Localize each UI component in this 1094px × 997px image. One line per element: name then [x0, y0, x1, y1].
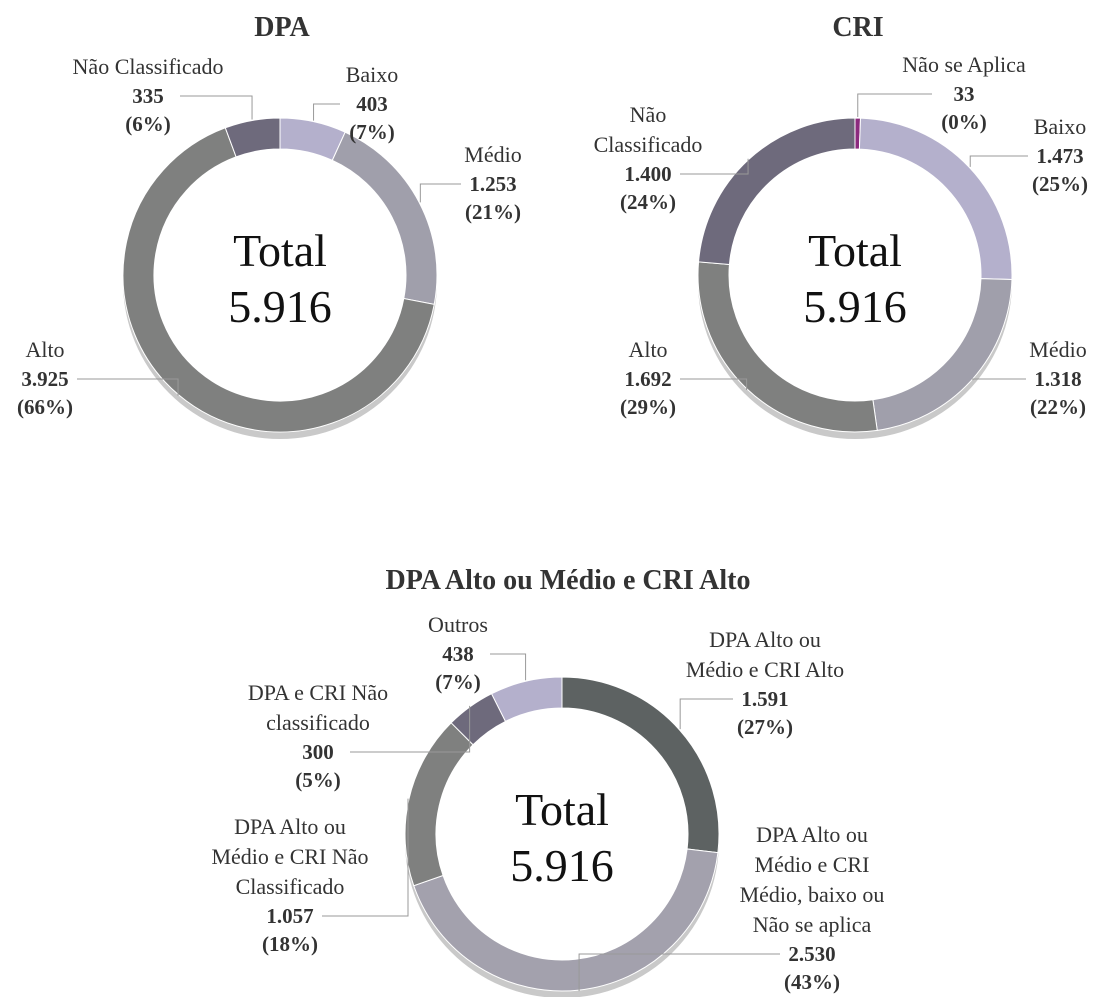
leader-line [77, 378, 179, 396]
center-text: Total 5.916 [803, 223, 907, 335]
leader-line [180, 95, 253, 120]
center-title: Total [808, 225, 902, 276]
percent-label: (0%) [941, 110, 987, 134]
center-title: Total [233, 225, 327, 276]
chart-title: DPA [254, 12, 310, 43]
data-label: Alto 3.925 (66%) [17, 335, 73, 421]
ring-hole [436, 708, 688, 960]
data-label: DPA Alto ou Médio e CRI Médio, baixo ou … [740, 820, 885, 996]
category-label: Não Classificado [593, 102, 703, 157]
percent-label: (24%) [619, 190, 676, 214]
category-label: Baixo [345, 62, 399, 87]
center-total: 5.916 [803, 281, 907, 332]
leader-line [680, 158, 749, 175]
data-label: Não se Aplica 33 (0%) [902, 50, 1025, 136]
category-label: Alto [25, 337, 65, 362]
chart-title: CRI [832, 12, 884, 43]
value-label: 1.473 [1036, 144, 1084, 168]
value-label: 300 [302, 740, 334, 764]
category-label: DPA e CRI Não classificado [247, 680, 389, 735]
data-label: DPA Alto ou Médio e CRI Alto 1.591 (27%) [686, 625, 844, 741]
category-label: DPA Alto ou Médio e CRI Médio, baixo ou … [739, 822, 885, 937]
value-label: 1.057 [266, 904, 314, 928]
percent-label: (7%) [349, 120, 395, 144]
percent-label: (25%) [1032, 172, 1088, 196]
percent-label: (29%) [620, 395, 676, 419]
category-label: Alto [628, 337, 668, 362]
category-label: Não se Aplica [902, 52, 1026, 77]
data-label: Não Classificado 335 (6%) [73, 52, 224, 138]
percent-label: (21%) [464, 200, 521, 224]
value-label: 1.318 [1034, 367, 1082, 391]
chart-title: DPA Alto ou Médio e CRI Alto [385, 565, 751, 596]
data-label: DPA Alto ou Médio e CRI Não Classificado… [211, 812, 368, 958]
percent-label: (43%) [783, 970, 840, 994]
leader-line [969, 155, 1028, 167]
percent-label: (18%) [262, 932, 318, 956]
value-label: 403 [356, 92, 388, 116]
center-total: 5.916 [510, 840, 614, 891]
leader-line [490, 653, 527, 681]
percent-label: (66%) [17, 395, 73, 419]
data-label: Outros 438 (7%) [428, 610, 488, 696]
data-label: Não Classificado 1.400 (24%) [594, 100, 703, 216]
leader-line [578, 953, 780, 992]
donut-segment [490, 676, 563, 723]
data-label: Médio 1.318 (22%) [1029, 335, 1086, 421]
category-label: Médio [464, 142, 522, 167]
value-label: 1.253 [469, 172, 517, 196]
category-label: Médio [1029, 337, 1087, 362]
value-label: 2.530 [788, 942, 836, 966]
category-label: DPA Alto ou Médio e CRI Não Classificado [211, 814, 369, 899]
value-label: 335 [132, 84, 164, 108]
percent-label: (22%) [1029, 395, 1086, 419]
center-text: Total 5.916 [228, 223, 332, 335]
value-label: 438 [442, 642, 474, 666]
category-label: DPA Alto ou Médio e CRI Alto [685, 627, 845, 682]
value-label: 1.591 [741, 687, 789, 711]
donut-segment [122, 127, 435, 433]
donut-segment [224, 117, 281, 158]
center-total: 5.916 [228, 281, 332, 332]
percent-label: (5%) [295, 768, 341, 792]
percent-label: (7%) [435, 670, 481, 694]
leader-line [350, 705, 471, 753]
percent-label: (6%) [125, 112, 171, 136]
leader-line [680, 378, 748, 390]
data-label: Baixo 1.473 (25%) [1032, 112, 1088, 198]
leader-line [679, 698, 733, 730]
ring-hole [154, 149, 406, 401]
data-label: Baixo 403 (7%) [346, 60, 399, 146]
value-label: 3.925 [21, 367, 69, 391]
percent-label: (27%) [737, 715, 793, 739]
leader-line [313, 103, 340, 121]
data-label: Médio 1.253 (21%) [464, 140, 521, 226]
value-label: 1.400 [624, 162, 672, 186]
value-label: 1.692 [624, 367, 672, 391]
leader-line [972, 378, 1026, 381]
center-text: Total 5.916 [510, 782, 614, 894]
category-label: Baixo [1033, 114, 1087, 139]
category-label: Não Classificado [72, 54, 224, 79]
data-label: DPA e CRI Não classificado 300 (5%) [248, 678, 388, 794]
donut-segment [698, 117, 856, 265]
category-label: Outros [428, 612, 488, 637]
leader-line [857, 93, 932, 118]
leader-line [322, 798, 409, 917]
value-label: 33 [953, 82, 975, 106]
leader-line [419, 183, 461, 203]
center-title: Total [515, 784, 609, 835]
data-label: Alto 1.692 (29%) [620, 335, 676, 421]
ring-hole [729, 149, 981, 401]
